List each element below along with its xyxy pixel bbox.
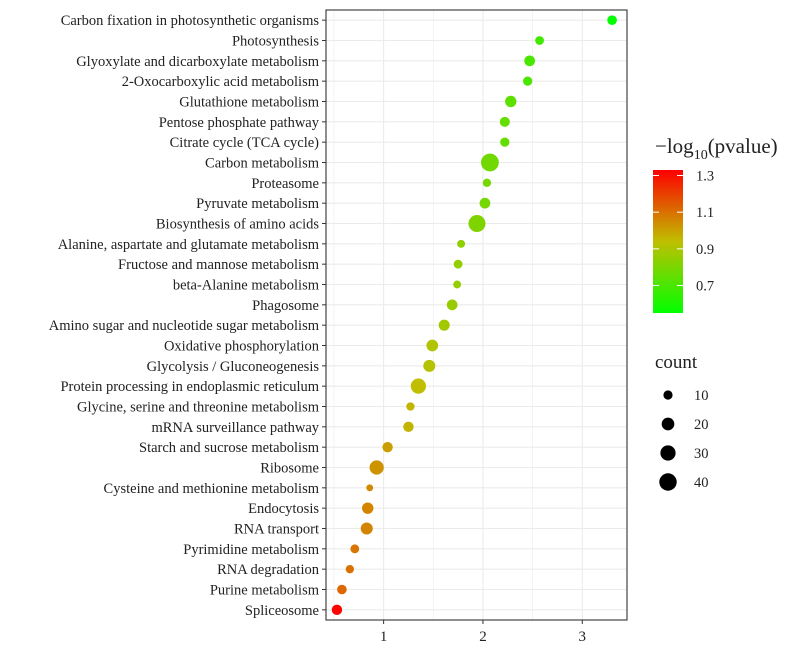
- data-point: [535, 36, 544, 45]
- data-point: [350, 544, 360, 554]
- y-tick-label: RNA degradation: [217, 562, 320, 578]
- y-tick-label: Carbon fixation in photosynthetic organi…: [61, 13, 320, 29]
- size-legend-label: 10: [694, 388, 709, 404]
- data-point: [480, 153, 499, 172]
- y-tick-label: Spliceosome: [245, 603, 319, 619]
- data-point: [426, 339, 439, 352]
- y-tick-label: Oxidative phosphorylation: [164, 339, 320, 355]
- data-point: [369, 460, 384, 475]
- data-point: [406, 402, 415, 411]
- data-points: [331, 15, 617, 616]
- y-tick-label: Phagosome: [252, 298, 319, 314]
- data-point: [331, 604, 343, 616]
- data-point: [500, 137, 510, 147]
- y-tick-label: Amino sugar and nucleotide sugar metabol…: [49, 318, 320, 334]
- size-legend-dot: [663, 390, 673, 400]
- size-legend-title: count: [655, 352, 698, 373]
- data-point: [457, 239, 466, 248]
- size-legend-label: 20: [694, 417, 709, 433]
- data-point: [423, 359, 436, 372]
- size-legend-dot: [661, 417, 675, 431]
- y-tick-label: Endocytosis: [248, 501, 319, 517]
- data-point: [337, 584, 347, 595]
- y-tick-label: Biosynthesis of amino acids: [156, 217, 319, 233]
- colorbar-title-subscript: 10: [694, 148, 708, 163]
- data-point: [410, 378, 427, 394]
- y-tick-label: 2-Oxocarboxylic acid metabolism: [122, 74, 320, 90]
- y-tick-label: Cysteine and methionine metabolism: [104, 481, 320, 497]
- colorbar-title: −log10(pvalue): [655, 134, 778, 163]
- y-tick-label: Pentose phosphate pathway: [159, 115, 320, 131]
- y-tick-label: Glycolysis / Gluconeogenesis: [147, 359, 320, 375]
- data-point: [453, 259, 463, 269]
- x-axis: 1 2 3: [380, 620, 586, 645]
- data-point: [403, 421, 414, 433]
- colorbar-tick-label: 1.1: [696, 205, 714, 221]
- x-tick-label: 1: [380, 629, 388, 645]
- data-point: [446, 299, 458, 311]
- size-legend-label: 30: [694, 446, 709, 462]
- data-point: [524, 55, 536, 67]
- size-legend-label: 40: [694, 475, 709, 491]
- y-tick-label: Fructose and mannose metabolism: [118, 257, 320, 273]
- data-point: [345, 564, 355, 574]
- size-legend: count 10 20 30 40: [655, 352, 709, 491]
- x-tick-label: 3: [579, 629, 587, 645]
- y-tick-label: Alanine, aspartate and glutamate metabol…: [58, 237, 320, 253]
- data-point: [453, 280, 462, 289]
- size-legend-dot: [660, 445, 676, 461]
- data-point: [499, 116, 510, 127]
- data-point: [360, 522, 373, 535]
- y-tick-label: RNA transport: [234, 522, 319, 538]
- y-tick-label: Proteasome: [251, 176, 319, 192]
- y-tick-label: Glyoxylate and dicarboxylate metabolism: [76, 54, 320, 70]
- data-point: [382, 441, 393, 453]
- y-tick-label: Starch and sucrose metabolism: [139, 440, 320, 456]
- y-tick-label: Glycine, serine and threonine metabolism: [77, 400, 320, 416]
- colorbar-bar: [653, 170, 683, 313]
- data-point: [468, 214, 486, 233]
- data-point: [607, 15, 617, 25]
- colorbar-tick-label: 0.9: [696, 242, 714, 258]
- data-point: [362, 502, 374, 514]
- y-tick-label: Citrate cycle (TCA cycle): [170, 135, 320, 151]
- data-point: [366, 484, 374, 492]
- y-tick-label: Protein processing in endoplasmic reticu…: [60, 379, 319, 395]
- y-tick-label: Ribosome: [260, 461, 319, 477]
- y-tick-label: Glutathione metabolism: [179, 95, 319, 111]
- y-axis-labels: Carbon fixation in photosynthetic organi…: [49, 13, 326, 619]
- data-point: [479, 197, 491, 209]
- data-point: [482, 178, 492, 188]
- data-point: [523, 76, 533, 86]
- y-tick-label: beta-Alanine metabolism: [173, 278, 320, 294]
- colorbar-legend: −log10(pvalue) 0.7 0.9 1.1 1.3: [653, 134, 778, 313]
- colorbar-tick-label: 1.3: [696, 169, 714, 185]
- y-tick-label: Pyrimidine metabolism: [183, 542, 319, 558]
- y-tick-label: Purine metabolism: [210, 583, 320, 599]
- data-point: [505, 95, 517, 108]
- grid: [326, 10, 627, 620]
- panel-border: [325, 9, 628, 621]
- data-point: [438, 319, 450, 331]
- colorbar-tick-label: 0.7: [696, 279, 714, 295]
- y-tick-label: mRNA surveillance pathway: [151, 420, 319, 436]
- y-tick-label: Carbon metabolism: [205, 156, 320, 172]
- size-legend-dot: [659, 473, 677, 491]
- y-tick-label: Pyruvate metabolism: [196, 196, 320, 212]
- y-tick-label: Photosynthesis: [232, 34, 319, 50]
- x-tick-label: 2: [479, 629, 487, 645]
